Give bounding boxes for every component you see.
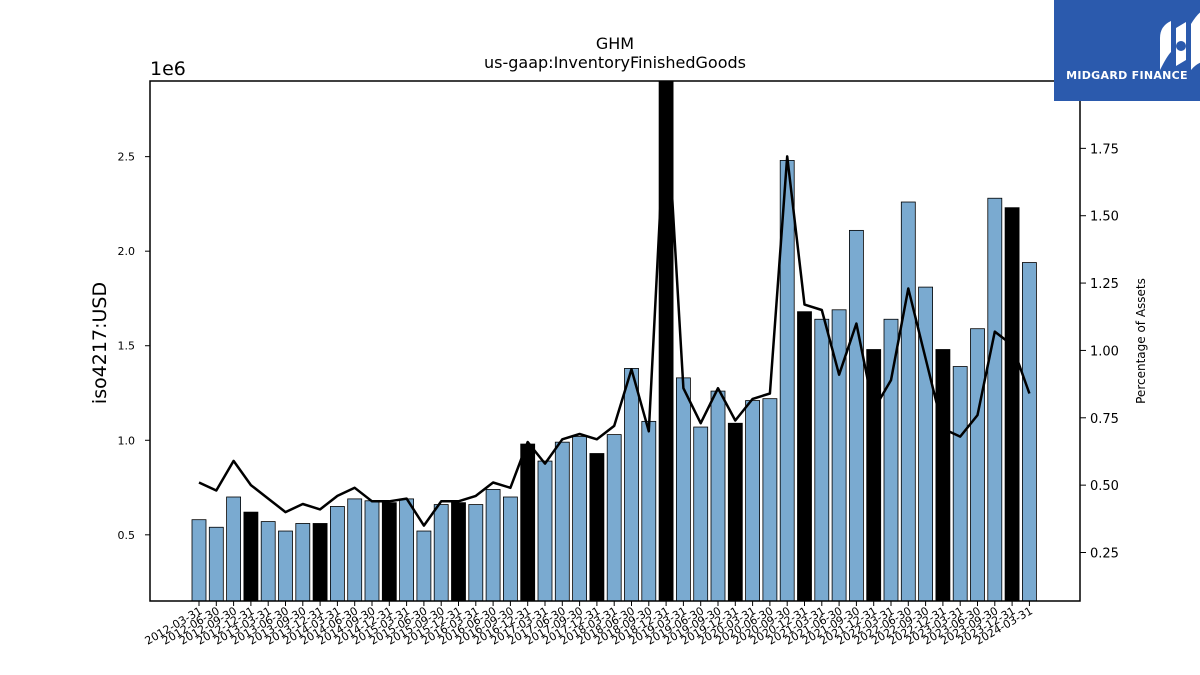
bar [572, 436, 587, 602]
bar [520, 443, 536, 602]
bar [347, 498, 363, 602]
chart-title: GHM [596, 34, 634, 53]
bar [814, 318, 830, 602]
bar [278, 530, 293, 602]
bar [900, 201, 916, 602]
bar [589, 453, 605, 602]
bar [987, 197, 1003, 602]
bar [208, 526, 224, 602]
bars-group [191, 80, 1037, 602]
bar [399, 498, 415, 602]
bar [935, 349, 951, 602]
bar [416, 530, 432, 602]
bar [745, 400, 760, 602]
y-tick-label: 2.0 [118, 245, 136, 258]
bar [849, 229, 864, 602]
bar [329, 506, 345, 602]
logo-mark-icon [1160, 12, 1200, 70]
bar [641, 420, 657, 602]
bar [883, 318, 899, 602]
plot-frame [149, 80, 1081, 602]
logo-text: MIDGARD FINANCE [1066, 69, 1188, 82]
bar [693, 426, 709, 602]
brand-logo: MIDGARD FINANCE [1054, 0, 1200, 101]
bar [1004, 207, 1020, 602]
bar [606, 434, 622, 602]
y-tick-label: 2.5 [118, 151, 136, 164]
bar [468, 504, 484, 602]
bar [381, 502, 397, 602]
chart-subtitle: us-gaap:InventoryFinishedGoods [484, 53, 746, 72]
line-group [198, 93, 1031, 527]
y-tick-label: 1.0 [118, 434, 136, 447]
bar [226, 496, 242, 602]
y2-axis-label: Percentage of Assets [1134, 278, 1148, 404]
y-tick-label: 0.5 [118, 529, 136, 542]
bar [676, 377, 691, 602]
bar [727, 422, 743, 602]
axes-group: 0.5 1.0 1.5 2.0 2.5 0.25 0.50 0.75 1.00 1.25 1.50 1… [118, 80, 1119, 648]
bar [243, 511, 259, 602]
bar [624, 368, 639, 602]
y2-tick-label: 0.75 [1090, 412, 1119, 427]
bar [797, 311, 812, 602]
bar [191, 519, 207, 602]
y-tick-label: 1.5 [118, 340, 136, 353]
bar [451, 502, 466, 602]
line-series-percent-of-assets [198, 93, 1031, 527]
bar [485, 489, 501, 602]
bar [762, 398, 778, 602]
bar [1022, 262, 1037, 602]
y2-tick-label: 1.25 [1090, 277, 1119, 292]
bar [537, 460, 553, 602]
bar [312, 523, 328, 602]
y2-tick-label: 1.75 [1090, 142, 1119, 157]
bar [364, 500, 380, 602]
bar [502, 496, 518, 602]
y-multiplier: 1e6 [150, 58, 186, 80]
y-axis-label: iso4217:USD [89, 282, 111, 404]
bar [970, 328, 985, 602]
y2-tick-label: 1.00 [1090, 344, 1119, 359]
bar [554, 441, 570, 602]
bar [433, 504, 449, 602]
bar [260, 521, 276, 602]
y2-tick-label: 0.50 [1090, 479, 1119, 494]
bar [710, 390, 726, 602]
bar [952, 366, 968, 602]
y2-tick-label: 0.25 [1090, 547, 1119, 562]
bar [295, 523, 311, 602]
y2-tick-label: 1.50 [1090, 210, 1119, 225]
